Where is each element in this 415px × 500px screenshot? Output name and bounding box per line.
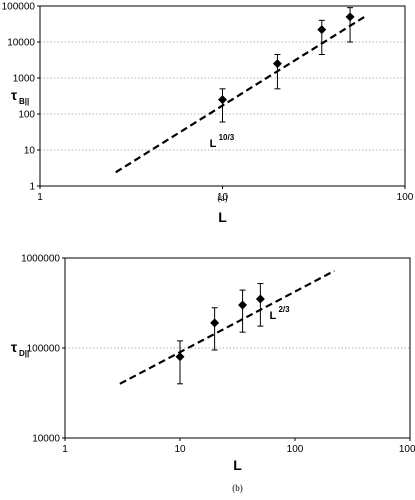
x-axis-label: L [218,209,227,225]
y-tick-label: 10000 [7,38,35,49]
data-point [345,12,355,22]
x-tick-label: 100 [397,192,414,203]
y-axis-label: τ [11,87,18,103]
x-tick-label: 1000 [399,444,415,455]
fit-annotation: L [269,310,276,322]
y-tick-label: 100000 [2,2,36,13]
y-tick-label: 100 [18,110,35,121]
x-tick-label: 10 [174,444,186,455]
y-tick-label: 10000 [32,434,60,445]
data-point [218,95,227,105]
x-tick-label: 1 [37,192,43,203]
data-point [210,318,220,328]
y-tick-label: 1000 [13,74,36,85]
fit-annotation-exponent: 10/3 [219,133,235,142]
figure-caption: (b) [232,483,243,493]
data-point [317,25,327,35]
y-axis-label-subscript: B|| [19,97,29,106]
data-point [255,294,265,304]
x-axis-label: L [233,457,242,473]
y-axis-label-subscript: D|| [19,349,29,358]
y-tick-label: 10 [24,146,36,157]
fit-line [119,269,335,385]
y-tick-label: 1 [29,182,35,193]
data-point [272,59,282,69]
y-axis-label: τ [11,339,18,355]
fit-annotation: L [210,138,217,150]
y-tick-label: 100000 [27,344,61,355]
y-tick-label: 1000000 [21,254,60,265]
x-tick-label: 1 [62,444,68,455]
figure-caption: (a) [218,193,228,203]
fit-line [115,15,366,174]
data-point [238,300,248,310]
data-point [175,352,185,362]
fit-annotation-exponent: 2/3 [278,305,290,314]
x-tick-label: 10 [217,192,229,203]
x-tick-label: 100 [287,444,304,455]
